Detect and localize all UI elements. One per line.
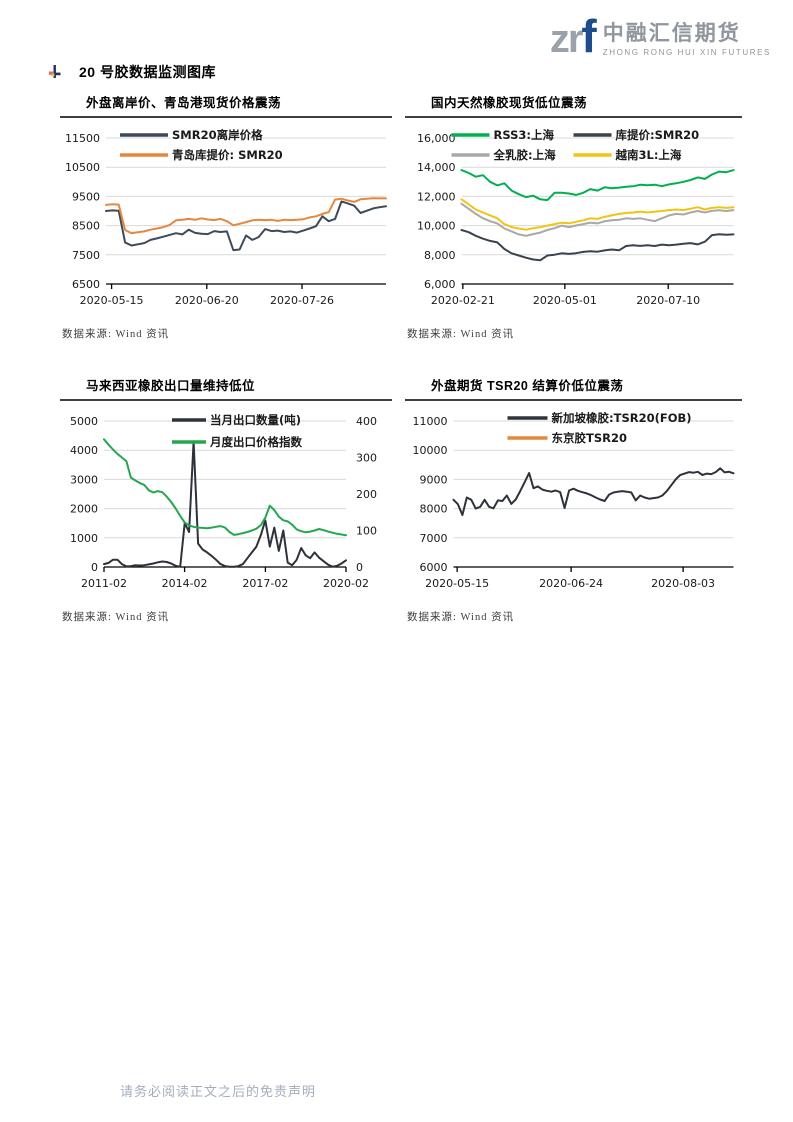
- svg-text:16,000: 16,000: [417, 132, 456, 145]
- svg-text:2020-08-03: 2020-08-03: [651, 577, 715, 590]
- svg-text:SMR20离岸价格: SMR20离岸价格: [172, 128, 263, 142]
- svg-text:RSS3:上海: RSS3:上海: [494, 128, 555, 142]
- svg-text:2020-05-01: 2020-05-01: [533, 294, 597, 307]
- svg-text:2020-06-24: 2020-06-24: [539, 577, 603, 590]
- logo-zr-text: zr: [549, 17, 584, 61]
- chart-panel-tsr20-futures: 外盘期货 TSR20 结算价低位震荡 6000 7000 8000 9000 10000…: [405, 375, 742, 624]
- chart-canvas: 6,000 8,000 10,000 12,000 14,000 16,000 2020-0…: [405, 122, 742, 322]
- svg-text:9500: 9500: [72, 190, 100, 203]
- chart-panel-domestic-spot: 国内天然橡胶现货低位震荡 6,000 8,000 10,000 12,000 14,00…: [405, 92, 742, 341]
- data-source-label: 数据来源: Wind 资讯: [407, 612, 515, 623]
- chart-panel-malaysia-export: 马来西亚橡胶出口量维持低位 0 1000 2000 3000 4000 5000 0 100 2…: [60, 375, 392, 624]
- svg-text:14,000: 14,000: [417, 161, 456, 174]
- svg-text:8000: 8000: [420, 503, 448, 516]
- chart-canvas: 6000 7000 8000 9000 10000 11000 2020-05-15 2020…: [405, 405, 742, 605]
- logo-zrf-mark: zrf: [549, 13, 597, 61]
- svg-text:0: 0: [356, 561, 363, 574]
- svg-text:青岛库提价: SMR20: 青岛库提价: SMR20: [172, 148, 283, 162]
- svg-text:400: 400: [356, 415, 377, 428]
- svg-text:2020-05-15: 2020-05-15: [425, 577, 489, 590]
- logo-company-name-cn: 中融汇信期货: [602, 22, 741, 45]
- svg-text:7500: 7500: [72, 249, 100, 262]
- svg-text:2020-02-21: 2020-02-21: [431, 294, 495, 307]
- chart-title: 马来西亚橡胶出口量维持低位: [60, 375, 392, 401]
- svg-text:2014-02: 2014-02: [162, 577, 208, 590]
- svg-text:7000: 7000: [420, 532, 448, 545]
- chart-canvas: 6500 7500 8500 9500 10500 11500 2020-05-15 2020…: [60, 122, 392, 322]
- section-title: 20 号胶数据监测图库: [79, 64, 216, 80]
- svg-text:月度出口价格指数: 月度出口价格指数: [209, 435, 302, 449]
- svg-text:8,000: 8,000: [424, 249, 456, 262]
- chart-canvas: 0 1000 2000 3000 4000 5000 0 100 200 300 400 2011-0…: [60, 405, 392, 605]
- svg-text:1000: 1000: [70, 532, 98, 545]
- logo-company-name-en: ZHONG RONG HUI XIN FUTURES: [602, 48, 771, 57]
- svg-text:10000: 10000: [413, 444, 448, 457]
- svg-text:100: 100: [356, 525, 377, 538]
- svg-text:200: 200: [356, 488, 377, 501]
- svg-text:2017-02: 2017-02: [242, 577, 288, 590]
- svg-text:11000: 11000: [413, 415, 448, 428]
- svg-text:6000: 6000: [420, 561, 448, 574]
- dual-axis-line-chart: 0 1000 2000 3000 4000 5000 0 100 200 300 400 2011-0…: [70, 413, 377, 590]
- company-logo: zrf 中融汇信期货 ZHONG RONG HUI XIN FUTURES: [549, 13, 771, 61]
- line-chart: 6500 7500 8500 9500 10500 11500 2020-05-15 2020…: [65, 128, 387, 307]
- data-source-label: 数据来源: Wind 资讯: [62, 329, 170, 340]
- svg-text:2020-07-26: 2020-07-26: [270, 294, 334, 307]
- data-source-label: 数据来源: Wind 资讯: [407, 329, 515, 340]
- svg-text:4000: 4000: [70, 444, 98, 457]
- logo-f-text: f: [581, 10, 596, 62]
- svg-text:11500: 11500: [65, 132, 100, 145]
- svg-text:东京胶TSR20: 东京胶TSR20: [552, 431, 628, 445]
- data-source-label: 数据来源: Wind 资讯: [62, 612, 170, 623]
- svg-text:9000: 9000: [420, 473, 448, 486]
- line-chart: 6,000 8,000 10,000 12,000 14,000 16,000 2020-0…: [417, 128, 735, 307]
- svg-text:2011-02: 2011-02: [81, 577, 127, 590]
- svg-text:12,000: 12,000: [417, 190, 456, 203]
- svg-text:库提价:SMR20: 库提价:SMR20: [616, 128, 700, 142]
- svg-text:越南3L:上海: 越南3L:上海: [615, 148, 682, 162]
- svg-text:2020-06-20: 2020-06-20: [175, 294, 239, 307]
- line-chart: 6000 7000 8000 9000 10000 11000 2020-05-15 2020…: [413, 411, 735, 590]
- chart-panel-offshore-qingdao: 外盘离岸价、青岛港现货价格震荡 6500 7500 8500 9500 10500 115…: [60, 92, 392, 341]
- svg-text:新加坡橡胶:TSR20(FOB): 新加坡橡胶:TSR20(FOB): [552, 411, 692, 425]
- svg-text:3000: 3000: [70, 473, 98, 486]
- chart-title: 外盘离岸价、青岛港现货价格震荡: [60, 92, 392, 118]
- svg-text:当月出口数量(吨): 当月出口数量(吨): [210, 413, 301, 427]
- svg-text:2020-05-15: 2020-05-15: [80, 294, 144, 307]
- svg-text:6500: 6500: [72, 278, 100, 291]
- svg-text:10,000: 10,000: [417, 220, 456, 233]
- logo-wordmark: 中融汇信期货 ZHONG RONG HUI XIN FUTURES: [603, 16, 771, 57]
- svg-text:8500: 8500: [72, 220, 100, 233]
- svg-text:2000: 2000: [70, 503, 98, 516]
- chart-title: 外盘期货 TSR20 结算价低位震荡: [405, 375, 742, 401]
- svg-text:0: 0: [91, 561, 98, 574]
- svg-text:300: 300: [356, 452, 377, 465]
- chart-title: 国内天然橡胶现货低位震荡: [405, 92, 742, 118]
- svg-text:6,000: 6,000: [424, 278, 456, 291]
- section-bullet-icon: [49, 65, 61, 78]
- svg-text:10500: 10500: [65, 161, 100, 174]
- svg-text:5000: 5000: [70, 415, 98, 428]
- svg-text:全乳胶:上海: 全乳胶:上海: [493, 148, 557, 162]
- svg-text:2020-02: 2020-02: [323, 577, 369, 590]
- svg-text:2020-07-10: 2020-07-10: [636, 294, 700, 307]
- footer-disclaimer: 请务必阅读正文之后的免责声明: [120, 1084, 317, 1099]
- section-heading: 20 号胶数据监测图库: [48, 62, 216, 82]
- chart-grid: 外盘离岸价、青岛港现货价格震荡 6500 7500 8500 9500 10500 115…: [60, 92, 744, 624]
